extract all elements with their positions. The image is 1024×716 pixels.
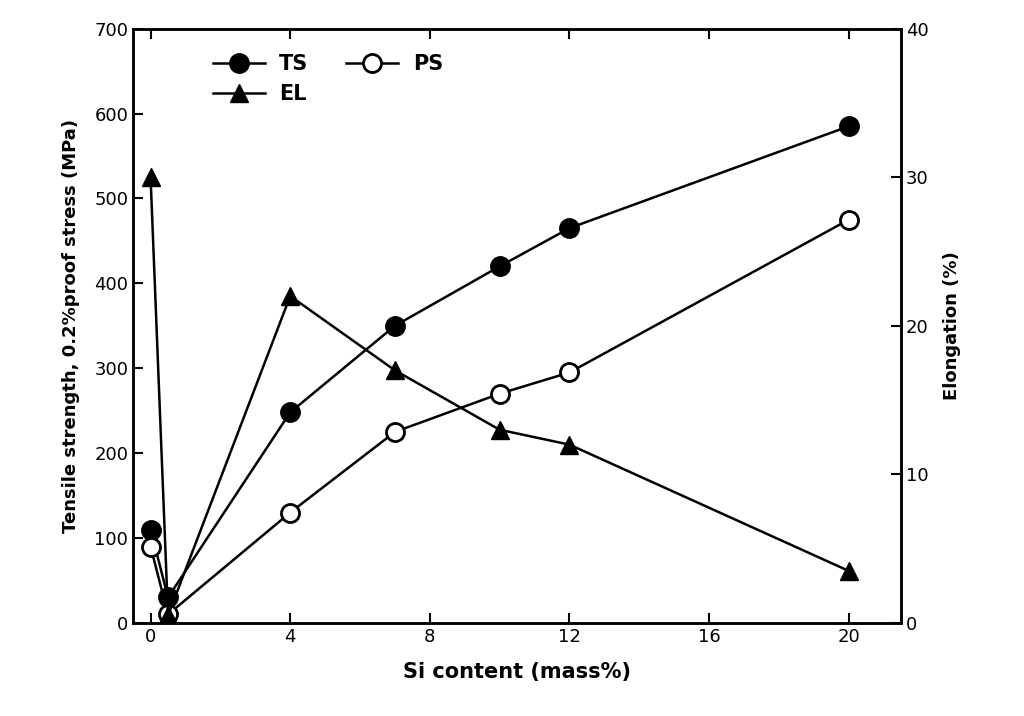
Y-axis label: Tensile strength, 0.2%proof stress (MPa): Tensile strength, 0.2%proof stress (MPa) [62,119,80,533]
PS [494,390,506,398]
Y-axis label: Elongation (%): Elongation (%) [943,251,961,400]
PS [389,427,401,436]
TS [162,593,174,601]
TS [494,262,506,271]
TS [843,122,855,130]
Line: EL: EL [141,168,858,624]
TS [389,321,401,330]
EL [389,366,401,374]
TS [144,526,157,534]
PS [162,610,174,619]
TS [284,408,296,417]
EL [843,566,855,575]
TS [563,224,575,233]
EL [162,611,174,620]
EL [284,292,296,301]
PS [563,368,575,377]
EL [494,425,506,434]
Line: PS: PS [141,211,858,624]
X-axis label: Si content (mass%): Si content (mass%) [403,662,631,682]
PS [144,542,157,551]
Line: TS: TS [141,117,858,607]
PS [843,216,855,224]
EL [563,440,575,449]
Legend: TS, EL, PS: TS, EL, PS [213,54,443,105]
EL [144,173,157,182]
PS [284,508,296,517]
